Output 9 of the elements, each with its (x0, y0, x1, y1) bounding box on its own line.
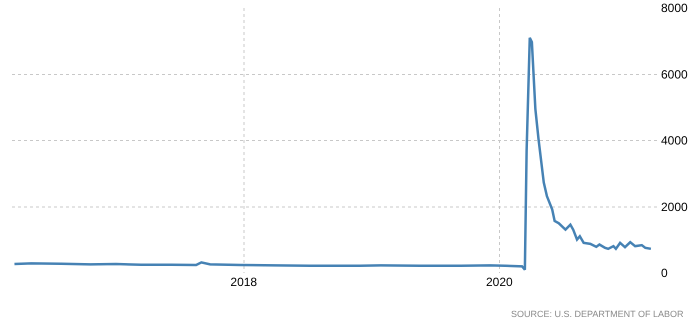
y-tick-label: 0 (661, 266, 668, 280)
x-tick-label: 2020 (486, 275, 513, 289)
x-tick-label: 2018 (230, 275, 258, 289)
y-tick-label: 8000 (661, 1, 688, 16)
source-note: SOURCE: U.S. DEPARTMENT OF LABOR (511, 309, 684, 319)
line-series (13, 36, 652, 271)
y-tick-label: 6000 (661, 67, 688, 82)
y-tick-label: 4000 (661, 134, 688, 148)
y-tick-label: 2000 (661, 200, 688, 214)
